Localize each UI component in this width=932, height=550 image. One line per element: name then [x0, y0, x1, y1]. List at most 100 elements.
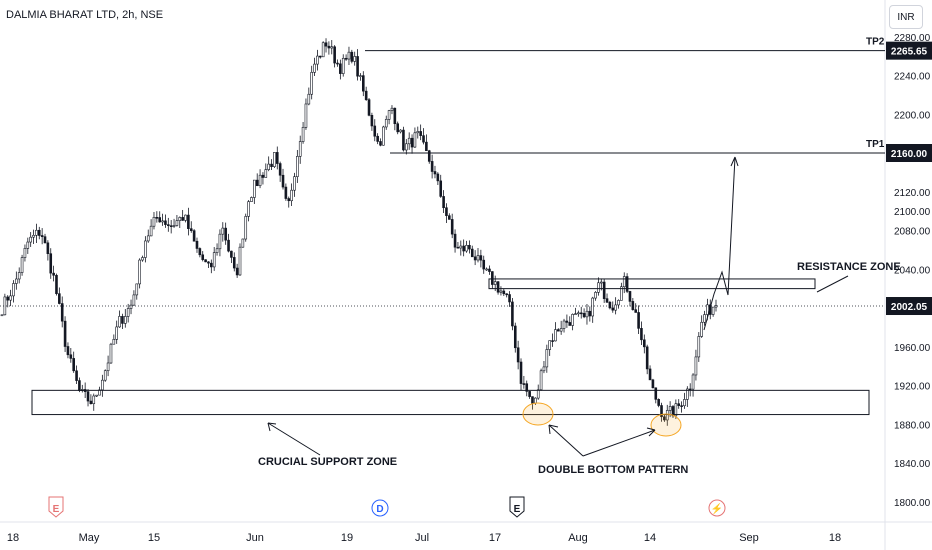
candle	[60, 296, 64, 328]
candle	[92, 393, 96, 411]
candle	[714, 299, 718, 312]
candle-body	[476, 255, 480, 261]
candle	[66, 342, 70, 359]
candle	[255, 173, 259, 187]
candle	[382, 125, 385, 146]
candle	[651, 378, 655, 389]
candle-body	[164, 220, 167, 225]
dividend-marker[interactable]: D	[371, 499, 389, 517]
candle-body	[442, 196, 445, 209]
candle-body	[462, 245, 465, 252]
earnings-marker[interactable]: E	[509, 496, 525, 518]
candle-body	[496, 281, 500, 293]
time-axis-ticks: 18 May 15 Jun 19 Jul 17 Aug 14 Sep 18	[7, 532, 841, 544]
candle-body	[287, 198, 291, 202]
candle	[132, 290, 136, 306]
candle	[250, 196, 253, 203]
candle-body	[3, 296, 7, 316]
time-tick-label: 17	[489, 532, 501, 544]
candle	[597, 277, 600, 296]
double-bottom-arrowhead-right	[646, 427, 656, 437]
candle	[522, 375, 526, 389]
candle-body	[144, 240, 147, 258]
candle-body	[63, 320, 67, 347]
candle-body	[430, 161, 434, 172]
candle-body	[126, 308, 130, 317]
candle	[505, 293, 508, 298]
candle-body	[419, 131, 422, 136]
candle	[115, 320, 118, 344]
tp1-label: TP1	[866, 139, 885, 150]
candle	[625, 273, 629, 294]
candle-body	[152, 217, 156, 227]
resistance-arrow	[816, 275, 849, 293]
price-tag-bg	[886, 297, 932, 316]
candle	[192, 229, 196, 242]
candle	[224, 222, 227, 245]
candle	[548, 340, 551, 356]
tp2-label: TP2	[866, 37, 885, 48]
candle-body	[473, 256, 477, 261]
earnings-marker[interactable]: E	[48, 496, 64, 518]
candle-body	[694, 356, 698, 376]
candle-body	[264, 169, 268, 178]
candle-body	[697, 336, 701, 358]
candles	[0, 38, 718, 426]
candle	[671, 405, 675, 419]
candle	[562, 318, 566, 333]
split-marker-letter: ⚡	[711, 502, 723, 515]
candle	[479, 249, 483, 268]
candle-body	[643, 339, 646, 348]
candle	[86, 389, 90, 407]
split-marker[interactable]: ⚡	[708, 499, 726, 517]
candle	[620, 282, 623, 301]
candle	[491, 271, 494, 289]
symbol-title: DALMIA BHARAT LTD, 2h, NSE	[6, 9, 164, 21]
candle	[631, 298, 635, 311]
candle	[425, 134, 428, 152]
candle-body	[169, 225, 173, 227]
candle	[502, 288, 506, 297]
candle	[264, 163, 268, 178]
support-arrow	[267, 422, 321, 456]
candle-body	[405, 143, 408, 151]
candle	[407, 132, 411, 150]
candle	[350, 49, 354, 64]
candle-body	[373, 125, 377, 137]
candle	[551, 333, 554, 347]
candle	[536, 384, 540, 400]
candle	[204, 259, 207, 263]
candle-body	[49, 253, 53, 274]
currency-button[interactable]: INR	[889, 5, 923, 29]
candle-body	[422, 135, 425, 143]
candle	[419, 124, 422, 141]
candle-body	[106, 362, 110, 372]
candle	[307, 87, 311, 106]
candle	[75, 365, 78, 384]
candle-body	[244, 216, 248, 240]
candle-body	[296, 156, 299, 177]
candle	[58, 287, 61, 305]
candle	[330, 40, 334, 55]
candle	[402, 126, 405, 152]
candle-body	[112, 339, 116, 345]
candle-body	[668, 406, 672, 411]
candle	[118, 310, 121, 328]
candle-body	[46, 242, 50, 254]
candle-body	[648, 368, 652, 381]
candle	[617, 299, 620, 309]
candle	[485, 267, 488, 271]
candle	[336, 59, 339, 67]
candle-body	[379, 141, 382, 146]
candle-body	[539, 370, 543, 391]
candle	[284, 183, 288, 201]
candle-body	[227, 239, 230, 252]
candle	[3, 293, 7, 316]
candle	[376, 133, 379, 145]
candle-body	[402, 129, 405, 151]
candle-body	[167, 224, 170, 226]
candle-body	[255, 179, 259, 187]
candle-body	[181, 217, 184, 221]
candle	[654, 387, 658, 404]
